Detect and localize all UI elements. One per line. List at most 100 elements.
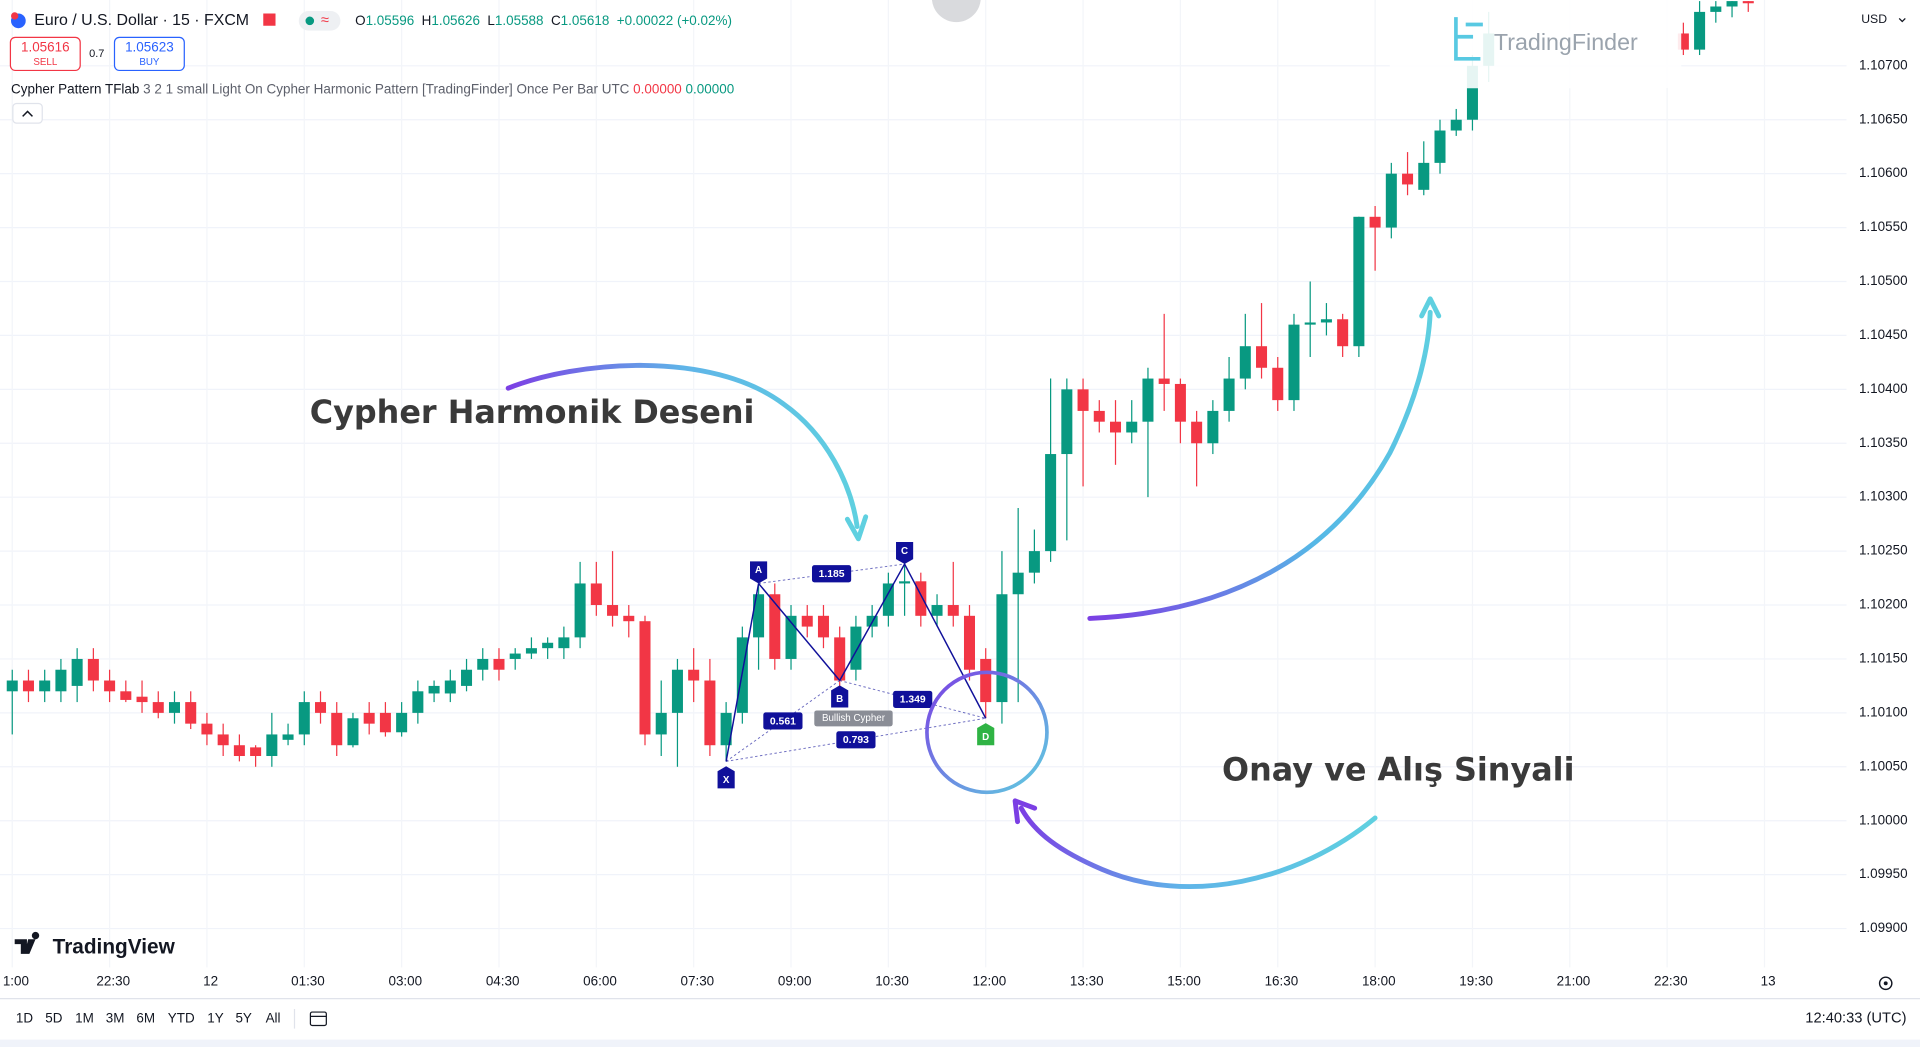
candle-body bbox=[623, 615, 635, 622]
ohlc-value: 1.05588 bbox=[495, 12, 544, 27]
status-pill[interactable] bbox=[298, 11, 341, 31]
candle-body bbox=[71, 658, 83, 686]
candle-body bbox=[850, 626, 862, 670]
candle-body bbox=[1450, 119, 1462, 131]
buy-button[interactable]: 1.05623 BUY bbox=[113, 36, 185, 72]
candle-body bbox=[104, 680, 116, 692]
candle-body bbox=[1304, 322, 1316, 325]
sell-box[interactable] bbox=[9, 36, 81, 72]
candle-body bbox=[217, 734, 229, 746]
candle-body bbox=[136, 696, 148, 703]
sell-button[interactable]: 1.05616 SELL bbox=[9, 36, 81, 72]
candle-body bbox=[1012, 572, 1024, 595]
range-button[interactable]: 1D bbox=[16, 1010, 33, 1025]
candle-body bbox=[1256, 346, 1268, 368]
pattern-leg bbox=[725, 583, 760, 762]
candle-body bbox=[266, 734, 278, 757]
candle-body bbox=[1272, 367, 1284, 401]
candle-body bbox=[996, 594, 1008, 703]
range-button[interactable]: 1M bbox=[75, 1010, 94, 1025]
x-tick-label: 07:30 bbox=[681, 974, 715, 989]
symbol: Euro / U.S. Dollar · 15 · FXCM bbox=[34, 12, 249, 29]
candle-body bbox=[1369, 216, 1381, 228]
candle-body bbox=[379, 712, 391, 733]
candle-body bbox=[168, 702, 180, 713]
range-button[interactable]: All bbox=[266, 1010, 281, 1025]
symbol-icon bbox=[11, 12, 19, 20]
range-button[interactable]: YTD bbox=[168, 1010, 195, 1025]
bottom-edge bbox=[0, 1039, 1920, 1047]
sell-label: SELL bbox=[33, 57, 57, 68]
ratio-label: 0.561 bbox=[770, 716, 796, 727]
candle-body bbox=[509, 653, 521, 659]
candle-body bbox=[1677, 33, 1689, 50]
y-tick-label: 1.10200 bbox=[1859, 597, 1908, 612]
candle-body bbox=[1093, 410, 1105, 422]
range-bar: 1D 5D 1M 3M 6M YTD 1Y 5Y All bbox=[16, 1010, 281, 1025]
range-button[interactable]: 5D bbox=[45, 1010, 62, 1025]
change: +0.00022 (+0.02%) bbox=[617, 12, 732, 27]
candle-body bbox=[1337, 319, 1349, 347]
calendar-icon[interactable] bbox=[309, 1011, 327, 1027]
candle-body bbox=[1110, 421, 1122, 433]
spread: 0.7 bbox=[89, 48, 104, 60]
candle-body bbox=[688, 669, 700, 681]
collapse-button[interactable] bbox=[12, 102, 43, 124]
y-tick-label: 1.10000 bbox=[1859, 812, 1908, 827]
x-tick-label: 01:30 bbox=[291, 974, 325, 989]
sell-price: 1.05616 bbox=[21, 39, 70, 54]
candle-body bbox=[1726, 1, 1738, 7]
candle-body bbox=[1320, 319, 1332, 323]
y-tick-label: 1.10700 bbox=[1859, 57, 1908, 72]
pattern-leg bbox=[839, 563, 906, 681]
handle[interactable] bbox=[931, 0, 981, 23]
currency[interactable]: USD bbox=[1861, 12, 1887, 26]
ohlc-key: H bbox=[422, 12, 432, 27]
flag[interactable] bbox=[263, 13, 276, 26]
buy-price: 1.05623 bbox=[125, 39, 174, 54]
pattern-point-label: X bbox=[723, 775, 730, 786]
range-button[interactable]: 6M bbox=[136, 1010, 155, 1025]
candle-body bbox=[704, 680, 716, 746]
x-tick-label: 03:00 bbox=[388, 974, 422, 989]
candle-body bbox=[250, 747, 262, 757]
candle-body bbox=[428, 685, 440, 694]
candle-body bbox=[22, 680, 34, 692]
arrow-head bbox=[1012, 798, 1038, 825]
candle-body bbox=[347, 718, 359, 746]
pattern-point bbox=[977, 723, 995, 746]
candle-body bbox=[1028, 551, 1040, 573]
range-button[interactable]: 1Y bbox=[207, 1010, 223, 1025]
candle-body bbox=[817, 615, 829, 638]
candle-body bbox=[655, 712, 667, 735]
candle-body bbox=[947, 605, 959, 616]
x-tick-label: 06:00 bbox=[583, 974, 617, 989]
y-tick-label: 1.10500 bbox=[1859, 273, 1908, 288]
candle-body bbox=[899, 581, 911, 584]
buy-label: BUY bbox=[139, 57, 160, 68]
candle-body bbox=[331, 712, 343, 746]
buy-box[interactable] bbox=[113, 36, 185, 72]
candle-body bbox=[1434, 130, 1446, 163]
range-button[interactable]: 5Y bbox=[235, 1010, 251, 1025]
status-icon: ≈ bbox=[321, 13, 329, 29]
candle-body bbox=[785, 615, 797, 659]
range-button[interactable]: 3M bbox=[106, 1010, 125, 1025]
ratio-box bbox=[893, 690, 933, 708]
annotation: Onay ve Alış Sinyali bbox=[1222, 750, 1574, 788]
goto-date[interactable] bbox=[309, 1011, 327, 1027]
candle-body bbox=[1207, 410, 1219, 444]
y-tick-label: 1.09950 bbox=[1859, 866, 1908, 881]
x-tick-label: 22:30 bbox=[96, 974, 130, 989]
settings-icon[interactable] bbox=[1878, 976, 1893, 991]
candle-body bbox=[931, 605, 943, 616]
y-tick-label: 1.10400 bbox=[1859, 381, 1908, 396]
pattern-point-label: A bbox=[755, 565, 762, 576]
x-tick-label: 09:00 bbox=[778, 974, 812, 989]
candle-body bbox=[1694, 11, 1706, 50]
ratio-box bbox=[811, 565, 852, 583]
pattern-point-label: B bbox=[836, 694, 843, 705]
candle-body bbox=[1466, 65, 1478, 120]
candle-body bbox=[1742, 1, 1754, 4]
